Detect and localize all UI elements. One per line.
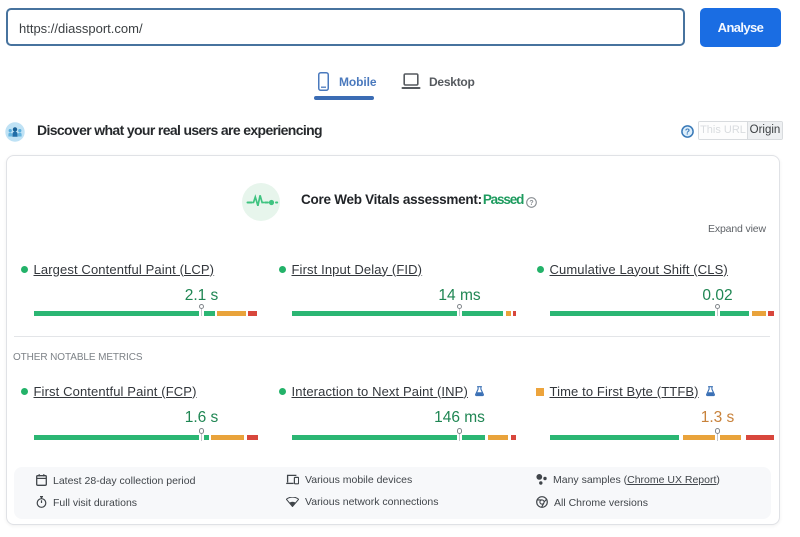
- svg-text:?: ?: [685, 127, 690, 137]
- svg-text:?: ?: [529, 200, 533, 207]
